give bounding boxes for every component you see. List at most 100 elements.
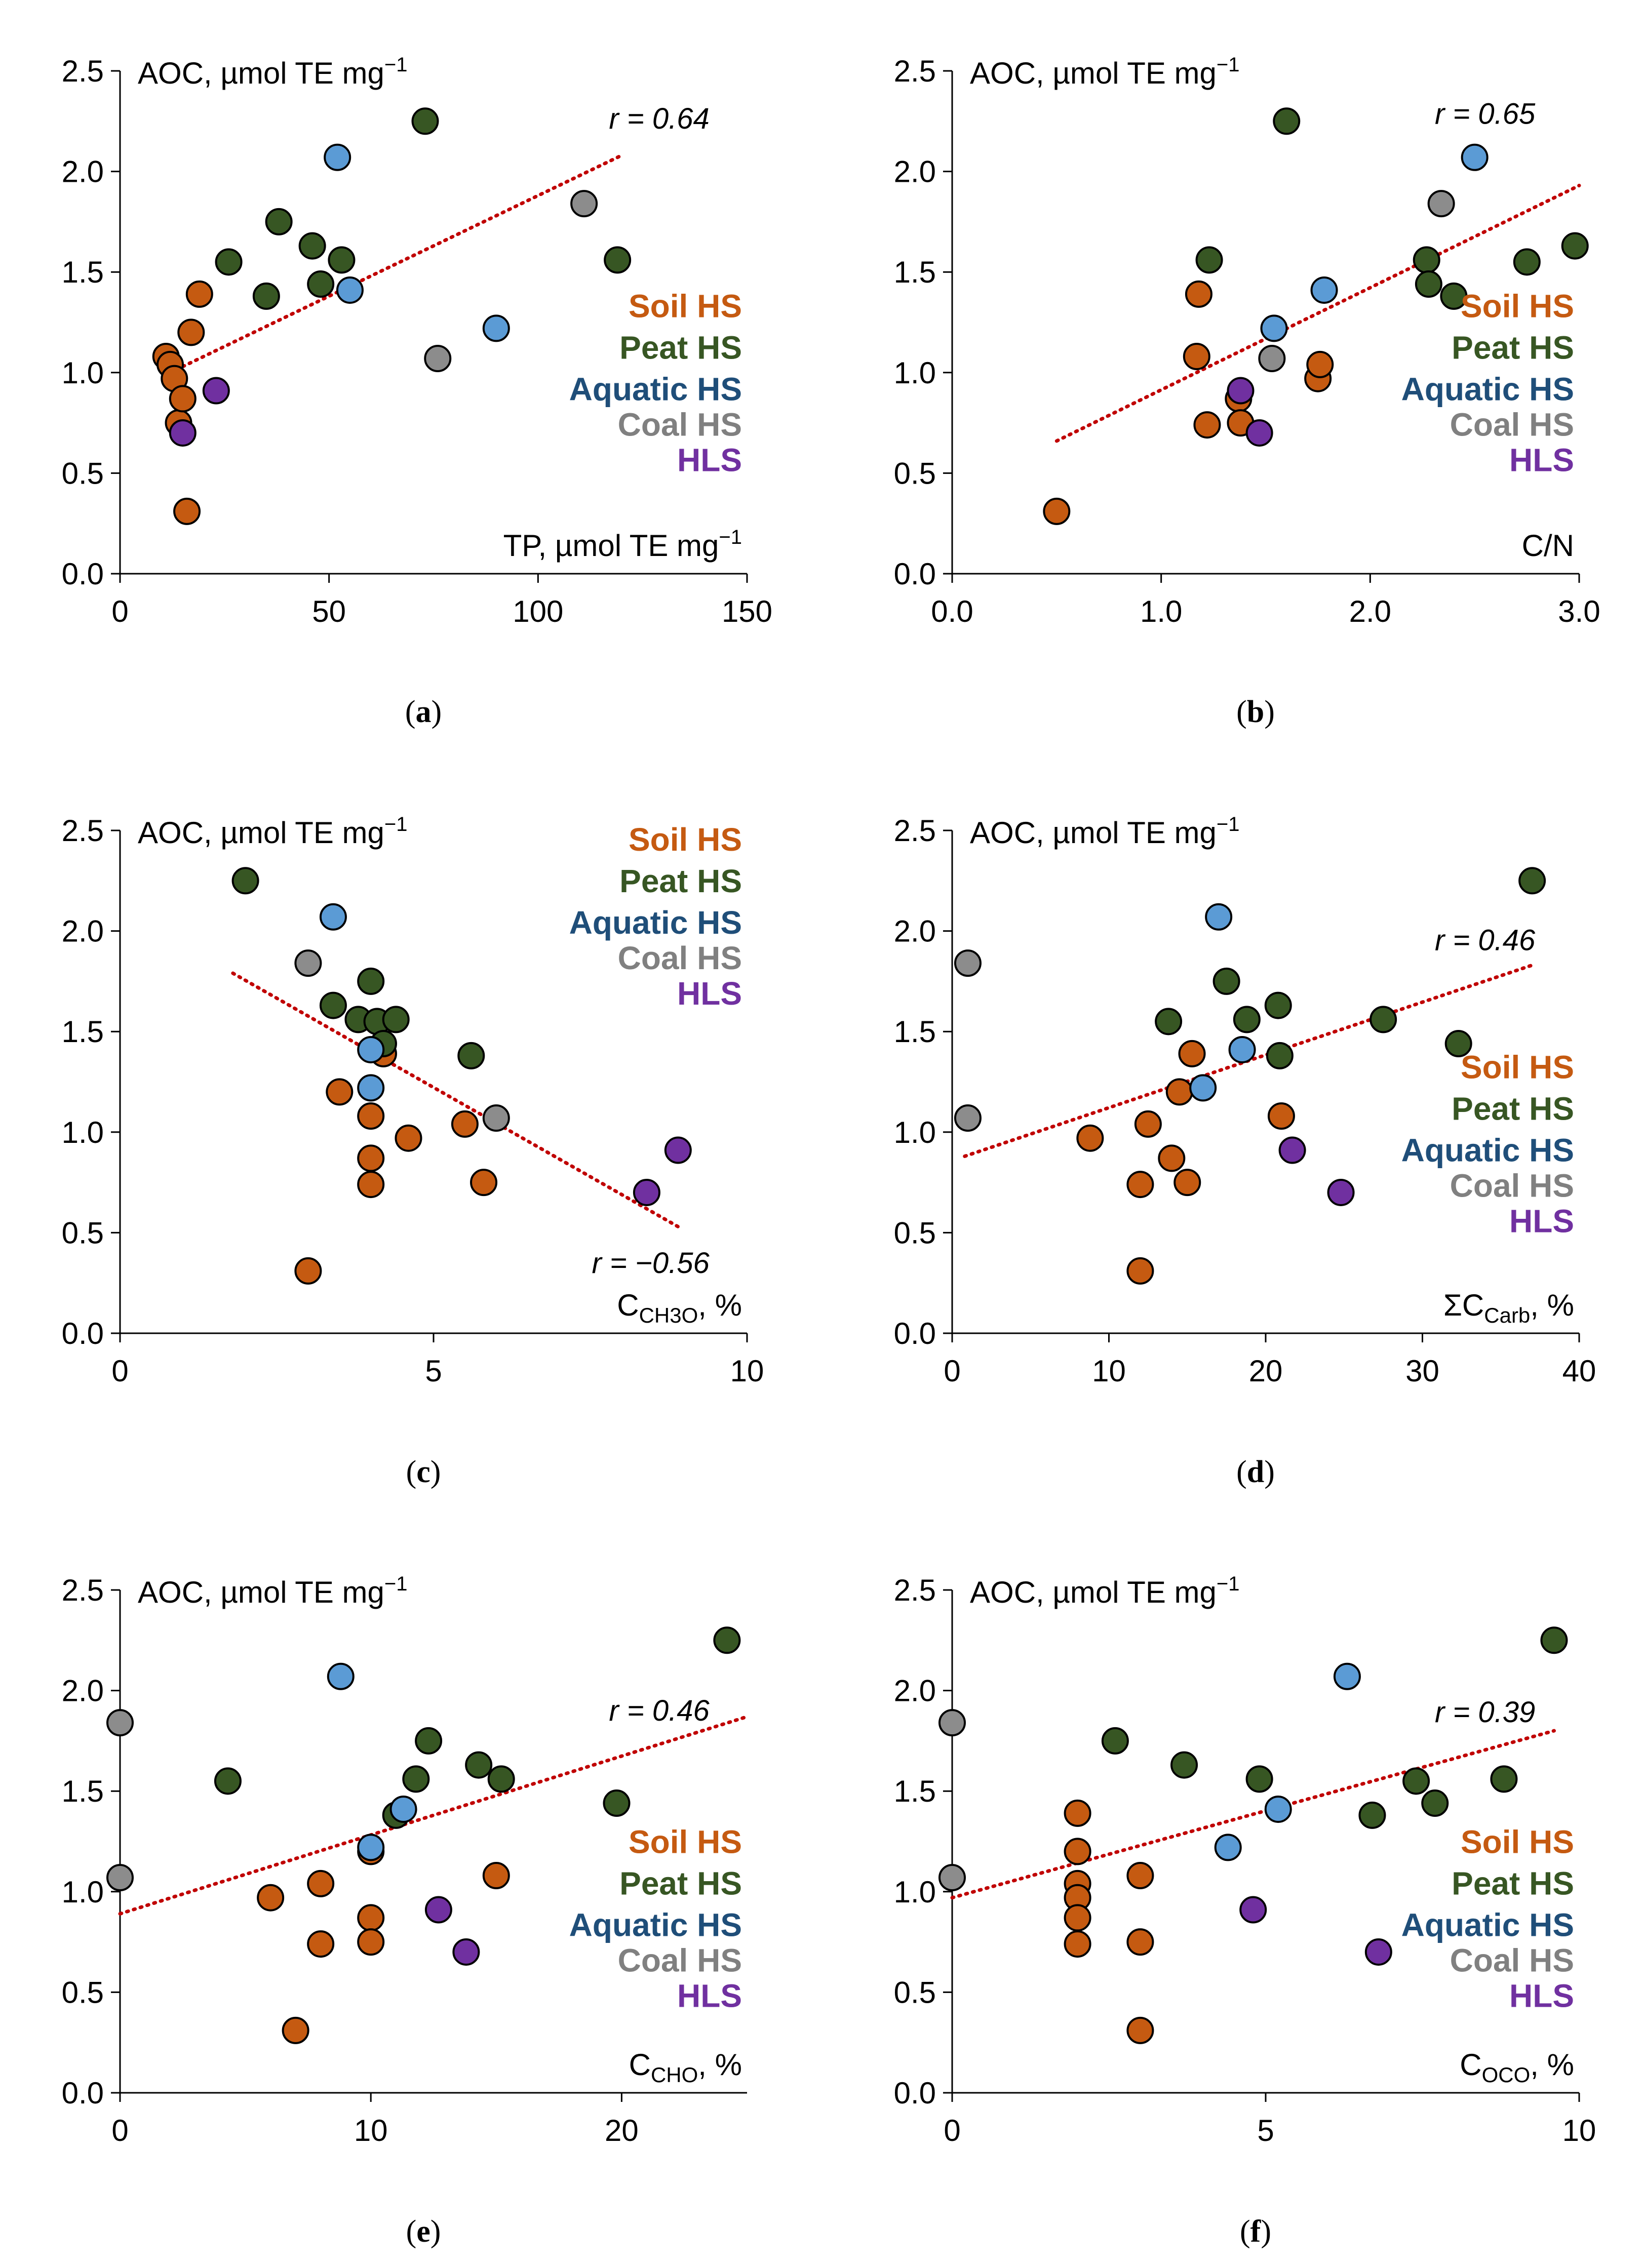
data-point-soil <box>357 1171 385 1199</box>
data-point-aquatic <box>327 1662 355 1690</box>
data-point-peat <box>465 1751 493 1779</box>
x-tick-label: 0 <box>111 1354 128 1388</box>
data-point-soil <box>470 1169 498 1197</box>
data-point-coal <box>954 1104 982 1132</box>
x-tick-label: 40 <box>1562 1354 1596 1388</box>
data-point-soil <box>357 1928 385 1956</box>
panel-caption: (d) <box>1236 1455 1275 1489</box>
data-point-soil <box>1064 1799 1091 1827</box>
y-tick-label: 2.5 <box>894 814 936 848</box>
data-point-peat <box>382 1006 410 1033</box>
data-point-soil <box>1076 1124 1104 1152</box>
y-tick-label: 2.5 <box>894 1573 936 1607</box>
data-point-aquatic <box>324 143 351 171</box>
data-point-coal <box>1427 190 1455 218</box>
legend-label-peat: Peat HS <box>619 1865 742 1901</box>
data-point-peat <box>252 282 280 310</box>
panel-caption-close: ) <box>1264 695 1275 729</box>
data-point-soil <box>1185 280 1212 308</box>
data-point-aquatic <box>357 1036 385 1063</box>
y-tick-label: 0.0 <box>894 557 936 591</box>
y-tick-label: 0.0 <box>894 2076 936 2110</box>
data-point-peat <box>487 1765 515 1793</box>
data-point-aquatic <box>319 903 347 931</box>
correlation-label: r = 0.64 <box>609 102 709 135</box>
legend-label-soil: Soil HS <box>1461 1823 1574 1860</box>
y-tick-label: 0.5 <box>62 1975 104 2009</box>
data-point-soil <box>173 497 201 525</box>
y-tick-label: 1.5 <box>62 1015 104 1049</box>
data-point-peat <box>328 246 356 274</box>
data-point-coal <box>106 1863 134 1891</box>
legend-label-soil: Soil HS <box>1461 1049 1574 1086</box>
y-tick-label: 0.0 <box>62 1317 104 1350</box>
data-point-soil <box>307 1869 335 1897</box>
y-tick-label: 2.0 <box>894 155 936 189</box>
data-point-peat <box>319 991 347 1019</box>
data-point-peat <box>298 232 326 260</box>
legend-label-aquatic: Aquatic HS <box>1401 1132 1574 1169</box>
data-point-peat <box>1155 1008 1183 1036</box>
data-point-aquatic <box>1189 1074 1217 1102</box>
x-tick-label: 20 <box>1249 1354 1283 1388</box>
data-point-soil <box>257 1884 285 1912</box>
data-point-peat <box>402 1765 430 1793</box>
x-axis-label-subscript: CHO <box>651 2063 698 2087</box>
panel-caption-close: ) <box>1264 1455 1275 1489</box>
legend-label-peat: Peat HS <box>619 863 742 899</box>
x-tick-label: 3.0 <box>1558 594 1600 628</box>
correlation-label: r = 0.65 <box>1435 97 1536 130</box>
x-axis-label-superscript: −1 <box>719 526 742 548</box>
data-point-hls <box>633 1178 660 1206</box>
y-tick-label: 0.5 <box>62 456 104 490</box>
trendline <box>118 1715 749 1916</box>
legend-label-soil: Soil HS <box>629 821 742 858</box>
data-point-hls <box>1364 1938 1392 1966</box>
x-axis-label-subscript: CH3O <box>639 1303 698 1327</box>
x-tick-label: 100 <box>513 594 563 628</box>
y-axis-label: AOC, µmol TE mg−1 <box>138 813 408 850</box>
data-point-soil <box>1064 1930 1091 1958</box>
x-axis-label: ΣCCarb, % <box>1443 1288 1574 1327</box>
data-point-aquatic <box>1260 314 1288 342</box>
data-point-soil <box>177 319 205 346</box>
legend-label-coal: Coal HS <box>618 1942 742 1978</box>
y-axis-label: AOC, µmol TE mg−1 <box>970 54 1240 90</box>
legend-label-soil: Soil HS <box>629 1823 742 1860</box>
legend-label-aquatic: Aquatic HS <box>569 1906 742 1943</box>
correlation-label: r = −0.56 <box>592 1247 710 1280</box>
data-point-hls <box>1327 1178 1355 1206</box>
data-point-soil <box>307 1930 335 1958</box>
data-point-hls <box>664 1136 692 1164</box>
legend-label-coal: Coal HS <box>618 940 742 976</box>
panel-caption-letter: b <box>1247 695 1264 729</box>
legend-label-coal: Coal HS <box>1450 1942 1574 1978</box>
data-point-aquatic <box>1214 1834 1242 1861</box>
data-point-peat <box>215 248 243 276</box>
legend-label-hls: HLS <box>1509 1977 1574 2014</box>
data-point-peat <box>265 208 293 235</box>
legend-label-coal: Coal HS <box>1450 1168 1574 1204</box>
legend-label-peat: Peat HS <box>619 330 742 366</box>
y-tick-label: 2.5 <box>894 54 936 88</box>
y-tick-label: 1.5 <box>894 1015 936 1049</box>
data-point-peat <box>1415 270 1442 298</box>
panel-caption-close: ) <box>432 695 442 729</box>
panel-caption: (f) <box>1240 2214 1271 2249</box>
legend-label-hls: HLS <box>1509 442 1574 479</box>
legend-label-peat: Peat HS <box>1452 1865 1574 1901</box>
x-tick-label: 0 <box>944 2114 960 2147</box>
legend-label-peat: Peat HS <box>1452 330 1574 366</box>
y-tick-label: 1.5 <box>894 1774 936 1808</box>
y-tick-label: 2.0 <box>894 1674 936 1708</box>
data-point-soil <box>1064 1904 1091 1932</box>
chart-panel-c: 0.0 0.5 1.0 1.5 2.0 2.5 0 5 10 AOC, µmol TE mg−1 C… <box>62 813 764 1388</box>
x-tick-label: 1.0 <box>1140 594 1182 628</box>
y-axis-label: AOC, µmol TE mg−1 <box>138 54 408 90</box>
data-point-peat <box>307 270 335 298</box>
chart-panel-e: 0.0 0.5 1.0 1.5 2.0 2.5 0 10 20 AOC, µmol TE mg−1… <box>62 1573 749 2147</box>
